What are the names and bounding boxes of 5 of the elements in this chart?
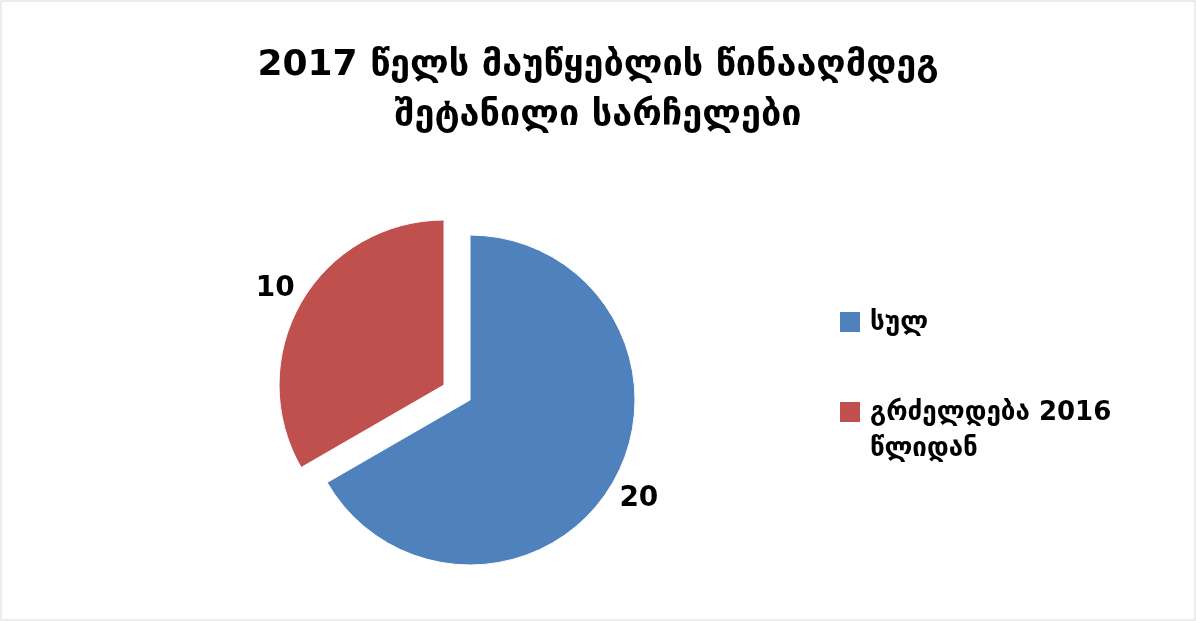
data-label: 20	[619, 479, 659, 513]
chart-title: 2017 წელს მაუწყებლის წინააღმდეგ შეტანილი სარჩელები	[257, 42, 939, 133]
data-label: 10	[255, 269, 295, 303]
legend-label: სულ	[870, 305, 929, 336]
legend-label: გრძელდება 2016 წლიდან	[870, 395, 1112, 462]
